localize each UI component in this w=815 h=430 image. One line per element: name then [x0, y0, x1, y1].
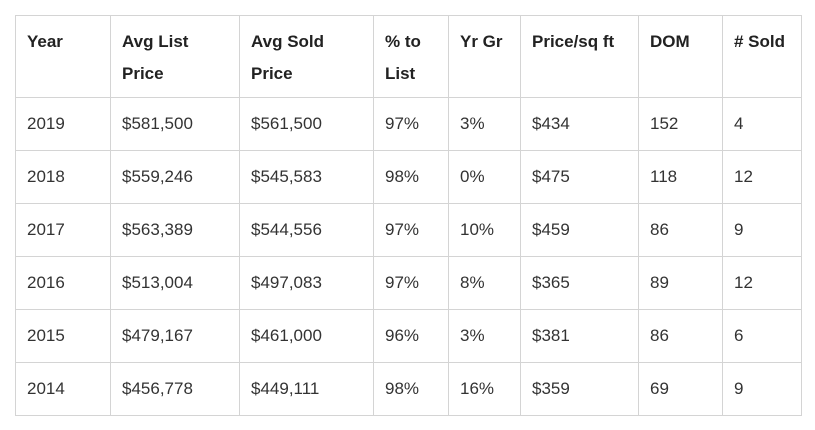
table-cell: 8% [448, 256, 521, 310]
table-cell: $459 [520, 203, 639, 257]
header-row: Year Avg List Price Avg Sold Price% to Lis… [15, 15, 802, 98]
table-cell: 3% [448, 309, 521, 363]
table-cell: $563,389 [110, 203, 240, 257]
table-cell: $544,556 [239, 203, 374, 257]
table-cell: 2014 [15, 362, 111, 416]
table-cell: 2016 [15, 256, 111, 310]
table-cell: 86 [638, 203, 723, 257]
table-cell: 97% [373, 203, 449, 257]
table-row: 2015 $479,167 $461,000 96% 3% $381 86 6 [15, 309, 802, 363]
table-cell: 89 [638, 256, 723, 310]
table-cell: 6 [722, 309, 802, 363]
table-cell: 152 [638, 97, 723, 151]
column-header: Price/sq ft [520, 15, 639, 98]
table-cell: 12 [722, 256, 802, 310]
table-cell: 69 [638, 362, 723, 416]
column-header: Avg List Price [110, 15, 240, 98]
table-cell: $456,778 [110, 362, 240, 416]
table-cell: 2017 [15, 203, 111, 257]
table-cell: $559,246 [110, 150, 240, 204]
table-cell: 98% [373, 150, 449, 204]
table-cell: $479,167 [110, 309, 240, 363]
table-cell: $381 [520, 309, 639, 363]
table-cell: 2018 [15, 150, 111, 204]
table-cell: $561,500 [239, 97, 374, 151]
table-row: 2018 $559,246 $545,583 98% 0% $475 118 12 [15, 150, 802, 204]
table-cell: $434 [520, 97, 639, 151]
table-cell: 86 [638, 309, 723, 363]
table-cell: 97% [373, 97, 449, 151]
table-cell: $497,083 [239, 256, 374, 310]
table-cell: 2015 [15, 309, 111, 363]
sales-table: Year Avg List Price Avg Sold Price% to Lis… [15, 15, 802, 416]
table-row: 2016 $513,004 $497,083 97% 8% $365 89 12 [15, 256, 802, 310]
table-row: 2017 $563,389 $544,556 97% 10% $459 86 9 [15, 203, 802, 257]
table-cell: 9 [722, 362, 802, 416]
table-cell: 9 [722, 203, 802, 257]
table-cell: 16% [448, 362, 521, 416]
table-cell: 2019 [15, 97, 111, 151]
table-cell: $365 [520, 256, 639, 310]
column-header: Yr Gr [448, 15, 521, 98]
table-cell: 12 [722, 150, 802, 204]
column-header: # Sold [722, 15, 802, 98]
table-cell: $545,583 [239, 150, 374, 204]
column-header: Year [15, 15, 111, 98]
table-cell: $449,111 [239, 362, 374, 416]
table-body: 2019 $581,500 $561,500 97% 3% $434 152 4 2018 $55… [15, 97, 802, 416]
column-header: % to List [373, 15, 449, 98]
table-cell: 97% [373, 256, 449, 310]
table-cell: 118 [638, 150, 723, 204]
column-header: DOM [638, 15, 723, 98]
table-row: 2014 $456,778 $449,111 98% 16% $359 69 9 [15, 362, 802, 416]
table-cell: $461,000 [239, 309, 374, 363]
column-header: Avg Sold Price [239, 15, 374, 98]
table-row: 2019 $581,500 $561,500 97% 3% $434 152 4 [15, 97, 802, 151]
table-cell: 10% [448, 203, 521, 257]
table-cell: $475 [520, 150, 639, 204]
table-cell: 3% [448, 97, 521, 151]
table-cell: 96% [373, 309, 449, 363]
table-cell: 98% [373, 362, 449, 416]
table-cell: $513,004 [110, 256, 240, 310]
table-cell: $359 [520, 362, 639, 416]
table-cell: 0% [448, 150, 521, 204]
table-cell: $581,500 [110, 97, 240, 151]
table-cell: 4 [722, 97, 802, 151]
